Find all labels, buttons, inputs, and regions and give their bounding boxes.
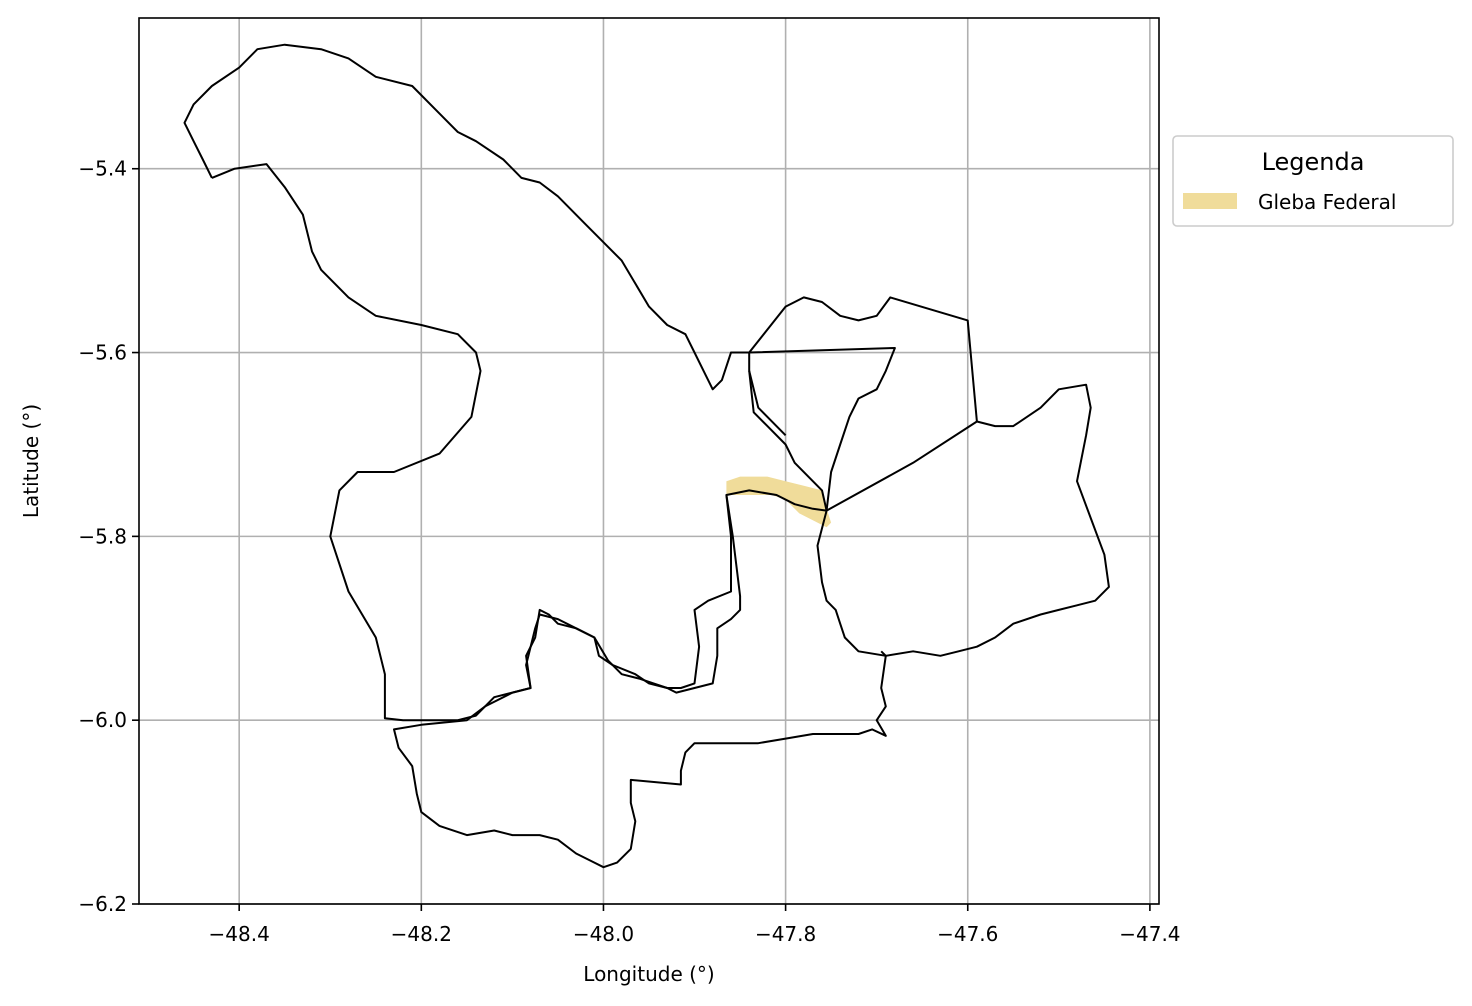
boundary-north-west bbox=[183, 43, 828, 722]
y-tick-label: −5.6 bbox=[78, 341, 127, 365]
grid bbox=[139, 18, 1159, 905]
boundary-east bbox=[816, 383, 1110, 657]
boundary-north-small-base bbox=[749, 347, 896, 511]
boundary-south bbox=[393, 494, 887, 869]
x-tick-label: −48.0 bbox=[573, 922, 634, 946]
y-tick-label: −6.0 bbox=[78, 708, 127, 732]
y-tick-label: −5.8 bbox=[78, 524, 127, 548]
plot-frame bbox=[138, 17, 1160, 905]
legend-title: Legenda bbox=[1262, 148, 1365, 176]
y-tick-label: −5.4 bbox=[78, 157, 127, 181]
legend: Legenda Gleba Federal bbox=[1172, 135, 1454, 227]
x-tick-label: −47.4 bbox=[1119, 922, 1180, 946]
map-features bbox=[183, 43, 1110, 869]
gleba-federal-area bbox=[726, 476, 832, 528]
x-tick-label: −48.2 bbox=[391, 922, 452, 946]
x-tick-label: −48.4 bbox=[209, 922, 270, 946]
boundary-north-small bbox=[748, 296, 978, 422]
boundary-divider-west bbox=[748, 370, 787, 437]
x-tick-label: −47.6 bbox=[937, 922, 998, 946]
legend-swatch-gleba-federal bbox=[1183, 193, 1237, 209]
x-tick-label: −47.8 bbox=[755, 922, 816, 946]
legend-box bbox=[1172, 135, 1454, 227]
legend-label-gleba-federal: Gleba Federal bbox=[1258, 190, 1396, 214]
y-axis-label: Latitude (°) bbox=[19, 404, 43, 518]
axis-ticks: −48.4 −48.2 −48.0 −47.8 −47.6 −47.4 −6.2 −6.0 −5… bbox=[78, 157, 1180, 946]
x-axis-label: Longitude (°) bbox=[583, 962, 714, 986]
y-tick-label: −6.2 bbox=[78, 892, 127, 916]
